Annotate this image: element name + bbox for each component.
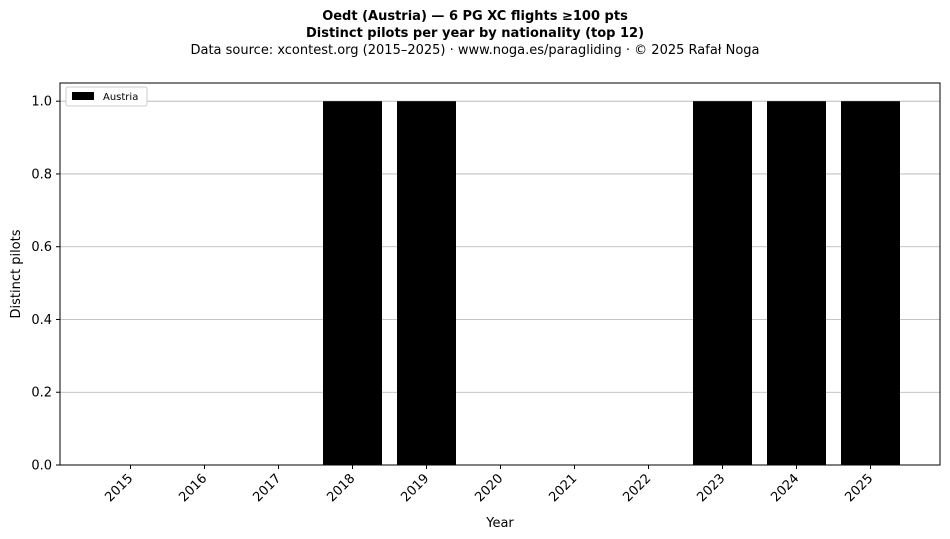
bar-2025	[841, 101, 900, 465]
y-tick-label: 0.2	[31, 386, 52, 401]
bar-2024	[767, 101, 826, 465]
y-tick-label: 1.0	[31, 95, 52, 110]
legend-box	[65, 86, 148, 107]
x-axis: 2015 2016 2017 2018 2019 2020 2021 2022 2023 2024…	[102, 465, 876, 505]
y-axis-label: Distinct pilots	[9, 229, 24, 318]
bar-2019	[397, 101, 456, 465]
y-tick-label: 0.0	[31, 459, 52, 474]
chart-title: Oedt (Austria) — 6 PG XC flights ≥100 pt…	[322, 9, 628, 24]
x-tick-label: 2017	[250, 471, 284, 505]
x-tick-label: 2025	[842, 471, 876, 505]
x-tick-label: 2015	[102, 471, 136, 505]
y-tick-label: 0.4	[31, 313, 52, 328]
legend-swatch-austria	[72, 92, 94, 100]
data-source-note: Data source: xcontest.org (2015–2025) · …	[190, 43, 760, 58]
x-tick-label: 2016	[176, 471, 210, 505]
x-tick-label: 2020	[472, 471, 506, 505]
chart-titles: Oedt (Austria) — 6 PG XC flights ≥100 pt…	[0, 8, 950, 59]
bars	[323, 101, 900, 465]
legend: Austria	[65, 86, 148, 107]
x-tick-label: 2023	[694, 471, 728, 505]
x-tick-label: 2019	[398, 471, 432, 505]
x-tick-label: 2022	[620, 471, 654, 505]
y-tick-label: 0.6	[31, 240, 52, 255]
x-tick-label: 2021	[546, 471, 580, 505]
legend-label-austria: Austria	[103, 92, 138, 103]
bar-2023	[693, 101, 752, 465]
x-tick-label: 2024	[768, 471, 802, 505]
y-axis: 0.0 0.2 0.4 0.6 0.8 1.0	[31, 95, 60, 474]
x-tick-label: 2018	[324, 471, 358, 505]
y-tick-label: 0.8	[31, 167, 52, 182]
chart-subtitle: Distinct pilots per year by nationality …	[305, 26, 645, 41]
x-axis-label: Year	[485, 516, 514, 531]
bar-2018	[323, 101, 382, 465]
